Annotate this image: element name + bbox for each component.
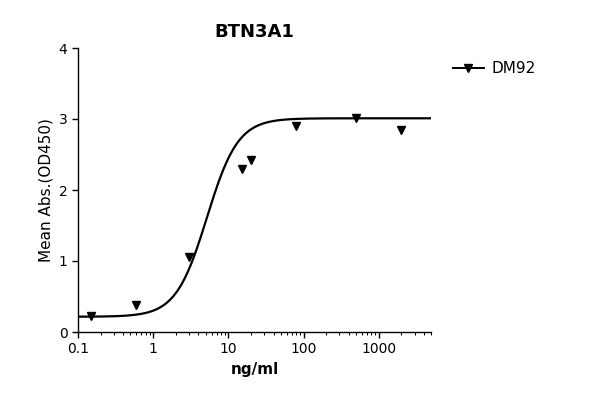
X-axis label: ng/ml: ng/ml: [231, 362, 279, 377]
Legend: DM92: DM92: [453, 61, 536, 76]
Y-axis label: Mean Abs.(OD450): Mean Abs.(OD450): [38, 118, 53, 262]
Title: BTN3A1: BTN3A1: [214, 23, 295, 41]
